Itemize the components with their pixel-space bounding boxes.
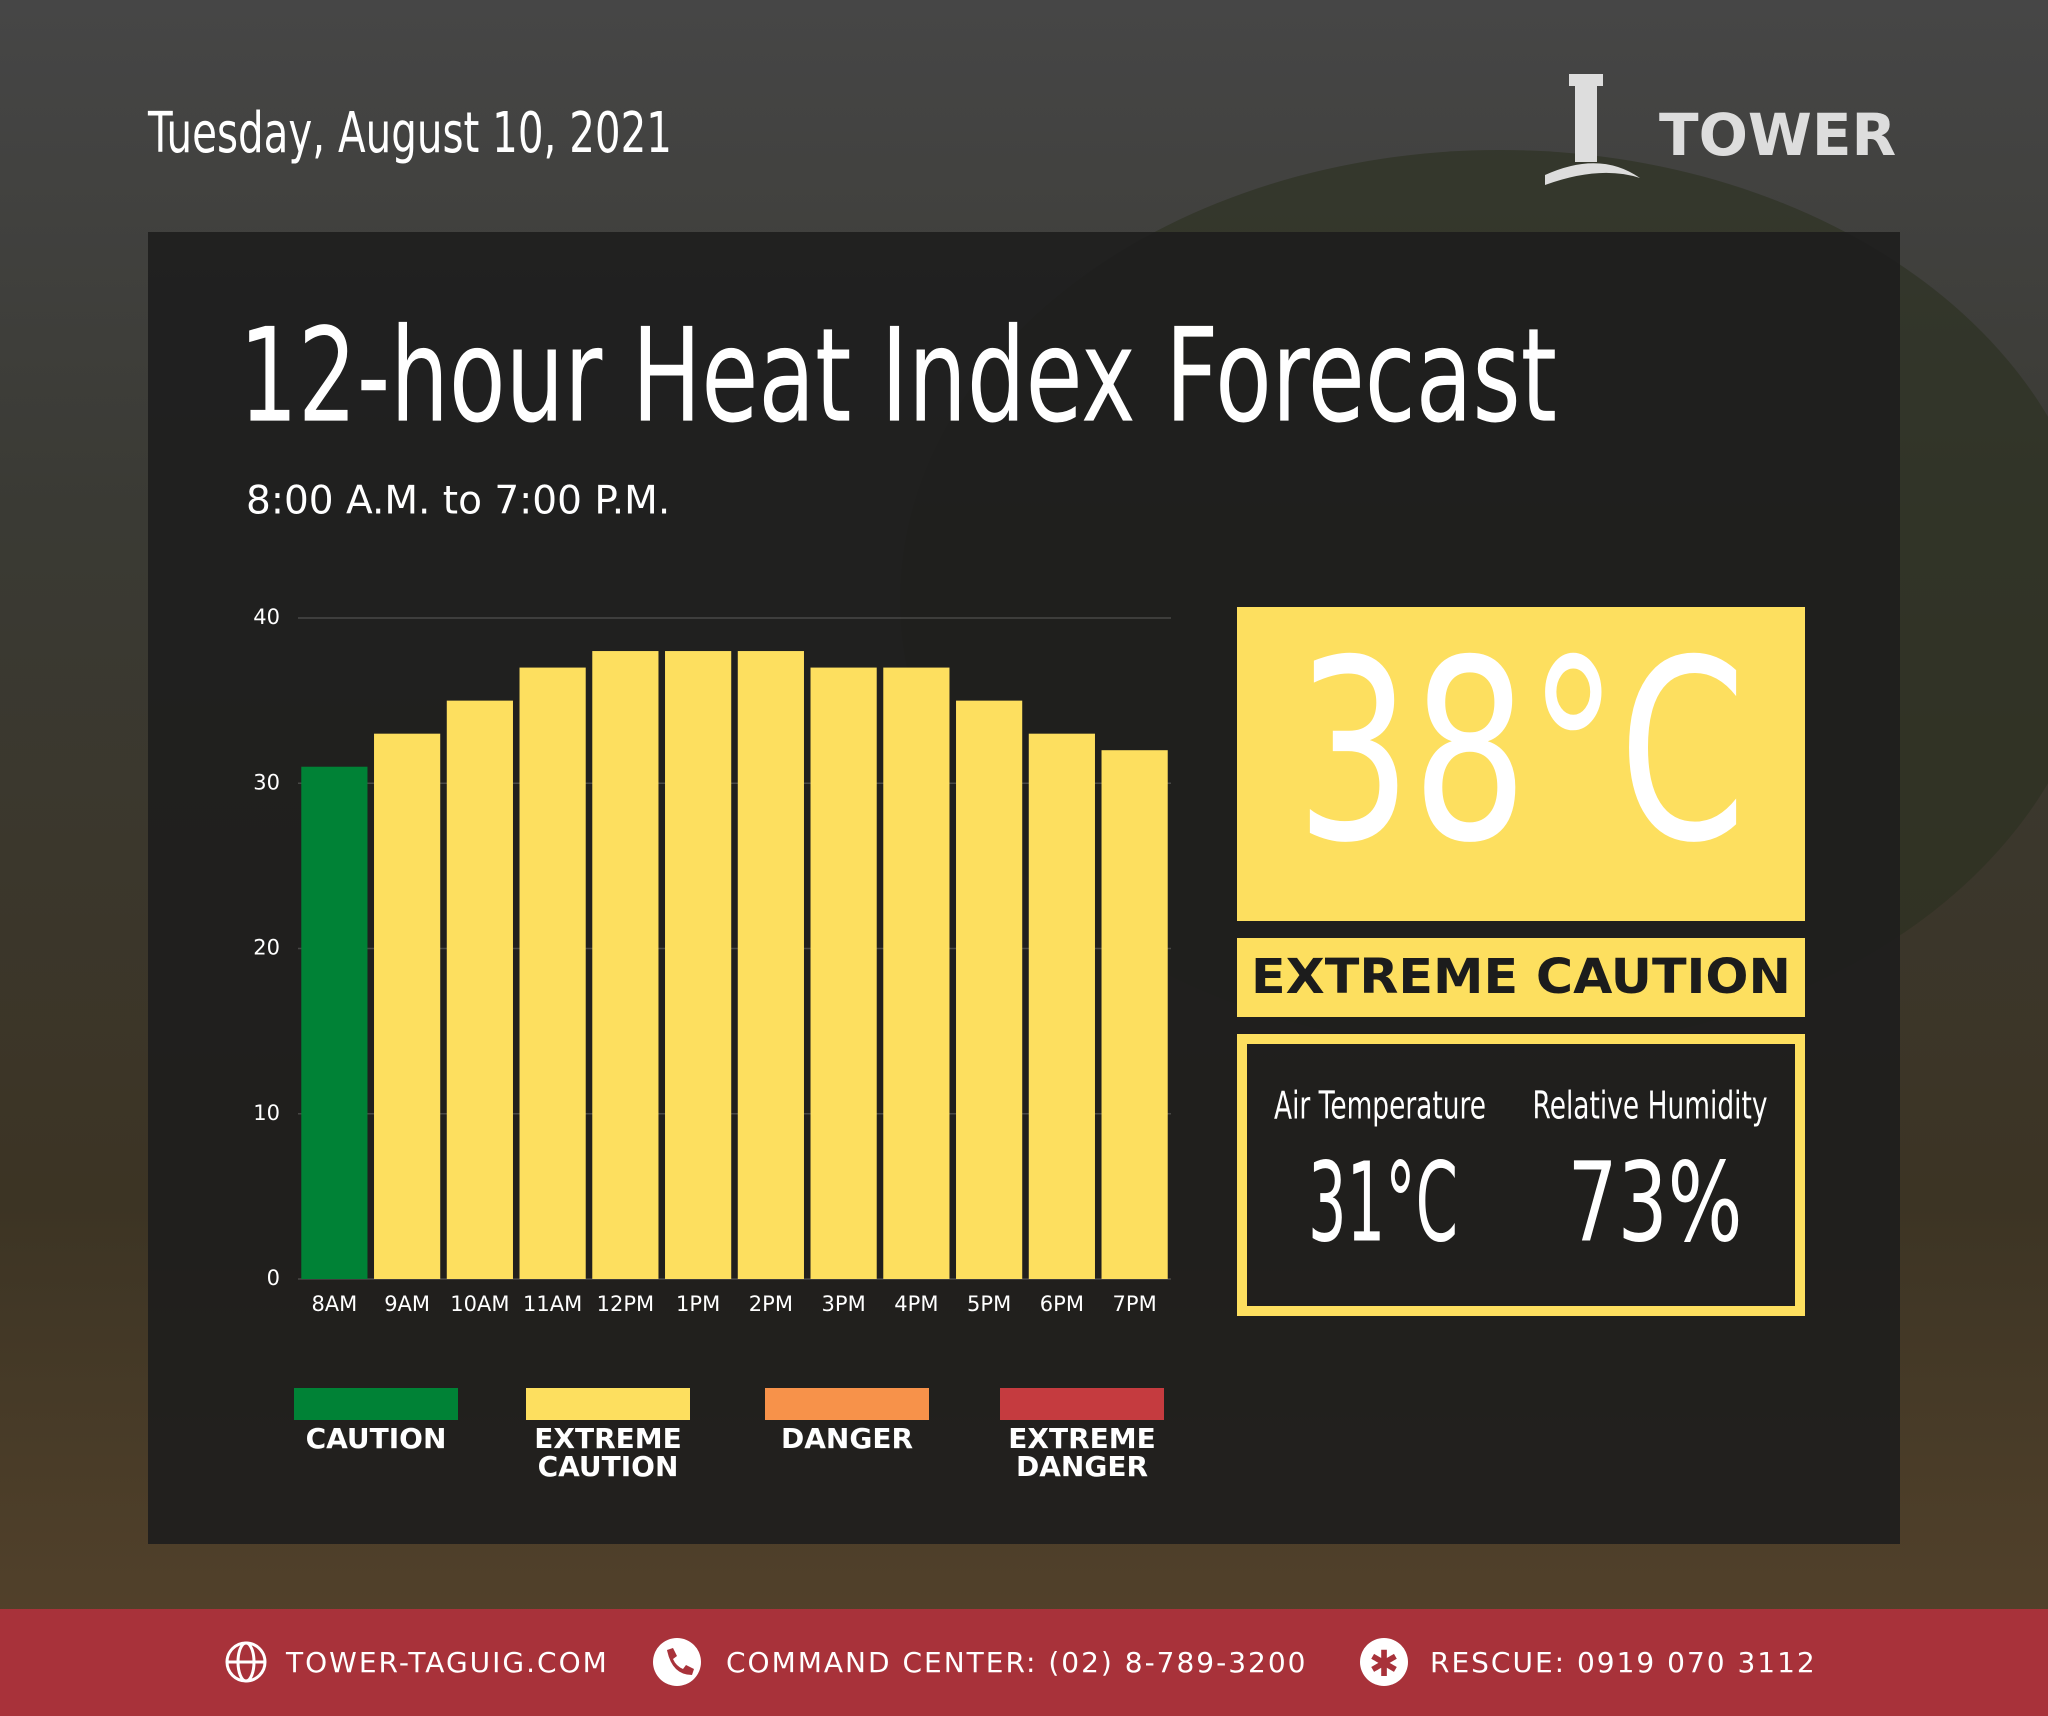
x-tick-label: 8AM — [311, 1292, 357, 1316]
x-tick-label: 9AM — [384, 1292, 430, 1316]
legend-swatch — [1000, 1388, 1164, 1420]
rescue: RESCUE: 0919 070 3112 — [1430, 1646, 1817, 1679]
bar — [810, 667, 877, 1279]
chart-subtitle: 8:00 A.M. to 7:00 P.M. — [246, 479, 670, 524]
web-icon — [225, 1641, 267, 1683]
bar — [446, 700, 513, 1279]
bar — [665, 651, 732, 1279]
bar — [519, 667, 586, 1279]
bar — [301, 766, 368, 1279]
rescue-glyph: ✱ — [1369, 1644, 1399, 1685]
legend-label: CAUTION — [306, 1422, 447, 1455]
level: EXTREME CAUTION — [1251, 949, 1791, 1005]
bar — [592, 651, 659, 1279]
bar — [956, 700, 1023, 1279]
logo — [1545, 74, 1640, 185]
footer — [0, 1609, 2048, 1716]
details-box — [1237, 1034, 1805, 1316]
y-tick-label: 20 — [253, 936, 280, 960]
y-tick-label: 40 — [253, 605, 280, 629]
x-tick-label: 4PM — [894, 1292, 938, 1316]
air-temperature-label: Air Temperature — [1274, 1084, 1486, 1128]
air-temperature: 31°C — [1308, 1138, 1458, 1266]
x-tick-label: 2PM — [749, 1292, 793, 1316]
x-tick-label: 6PM — [1040, 1292, 1084, 1316]
bar — [374, 733, 441, 1279]
bar — [883, 667, 950, 1279]
legend-label: EXTREME CAUTION — [534, 1422, 682, 1483]
x-tick-label: 11AM — [523, 1292, 582, 1316]
x-tick-label: 1PM — [676, 1292, 720, 1316]
date: Tuesday, August 10, 2021 — [147, 101, 672, 166]
chart-title: 12-hour Heat Index Forecast — [239, 300, 1557, 452]
phone-icon — [653, 1638, 701, 1686]
y-tick-label: 30 — [253, 770, 280, 794]
bar — [1101, 750, 1168, 1279]
legend-swatch — [765, 1388, 929, 1420]
humidity-label: Relative Humidity — [1533, 1084, 1768, 1128]
legend-label: EXTREME DANGER — [1008, 1422, 1156, 1483]
chart: 0 10 20 30 40 8AM 9AM 10AM 11AM 12PM 1PM 2PM 3PM 4PM 5… — [253, 605, 1171, 1483]
brand: TOWER — [1659, 101, 1896, 169]
x-tick-label: 12PM — [597, 1292, 655, 1316]
legend-swatch — [294, 1388, 458, 1420]
x-tick-label: 3PM — [822, 1292, 866, 1316]
x-tick-label: 5PM — [967, 1292, 1011, 1316]
website: TOWER-TAGUIG.COM — [285, 1646, 609, 1679]
legend-label: DANGER — [781, 1422, 913, 1455]
rescue-icon — [1360, 1638, 1408, 1686]
x-tick-label: 7PM — [1113, 1292, 1157, 1316]
legend-swatch — [526, 1388, 690, 1420]
level-box — [1237, 938, 1805, 1017]
x-tick-label: 10AM — [450, 1292, 509, 1316]
heat-index: 38°C — [1296, 606, 1746, 897]
heat-index-box — [1237, 607, 1805, 921]
y-tick-label: 0 — [267, 1266, 280, 1290]
phone-glyph — [667, 1648, 694, 1675]
bar — [737, 651, 804, 1279]
command-center: COMMAND CENTER: (02) 8-789-3200 — [726, 1646, 1307, 1679]
y-tick-label: 10 — [253, 1101, 280, 1125]
humidity: 73% — [1568, 1138, 1743, 1266]
bar — [1028, 733, 1095, 1279]
